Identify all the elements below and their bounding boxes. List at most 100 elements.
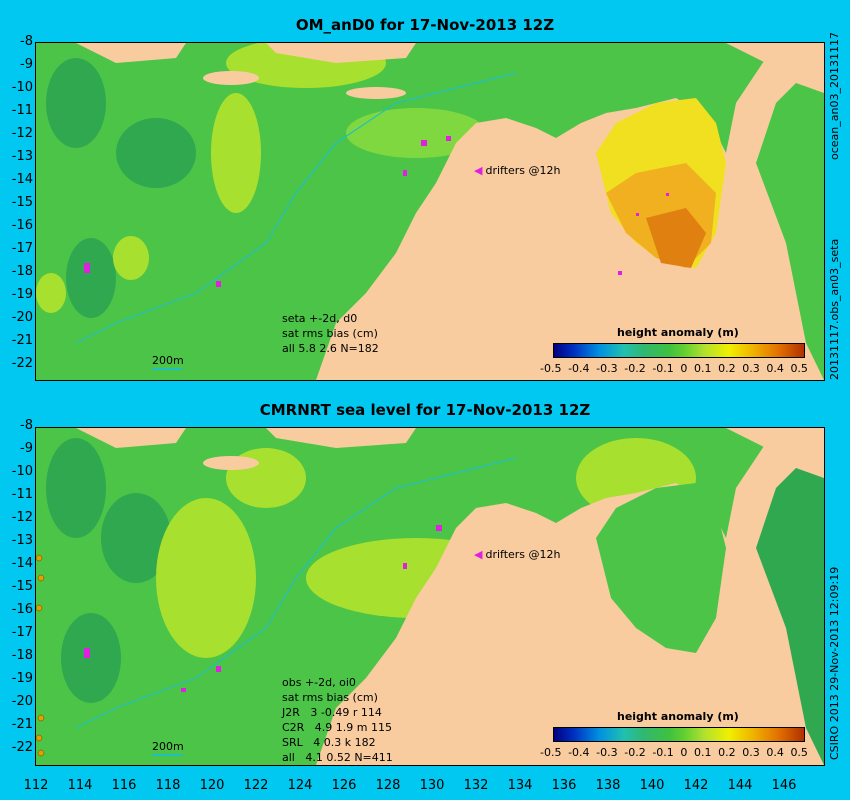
y-tick: -9 [20, 441, 33, 456]
y-tick: -9 [20, 57, 33, 72]
y-tick: -15 [11, 579, 33, 594]
y-tick: -12 [11, 510, 33, 525]
top-drifters-label: ◀ drifters @12h [474, 164, 561, 177]
y-tick: -10 [11, 464, 33, 479]
y-tick: -11 [11, 487, 33, 502]
x-tick: 128 [375, 778, 401, 793]
legend-tick: -0.3 [596, 746, 618, 759]
stats-line: SRL 4 0.3 k 182 [282, 736, 376, 749]
y-tick: -20 [11, 694, 33, 709]
stats-line: all 5.8 2.6 N=182 [282, 342, 379, 355]
y-tick: -16 [11, 218, 33, 233]
legend-tick: 0.3 [742, 746, 760, 759]
legend-tick: -0.4 [568, 746, 590, 759]
y-tick: -13 [11, 533, 33, 548]
legend-tick: -0.2 [624, 362, 646, 375]
bottom-stats: obs +-2d, oi0 sat rms bias (cm) J2R 3 -0.4… [282, 675, 393, 765]
bottom-drifters-label: ◀ drifters @12h [474, 548, 561, 561]
legend-tick: 0.1 [694, 746, 712, 759]
y-tick: -19 [11, 671, 33, 686]
x-tick: 144 [727, 778, 753, 793]
y-tick: -21 [11, 717, 33, 732]
stats-line: sat rms bias (cm) [282, 691, 378, 704]
top-map-field [36, 43, 824, 380]
x-tick: 120 [199, 778, 225, 793]
top-side-label: 20131117.obs_an03_seta [828, 238, 841, 380]
x-tick: 132 [463, 778, 489, 793]
y-tick: -22 [11, 740, 33, 755]
legend-tick: -0.5 [540, 746, 562, 759]
y-tick: -12 [11, 126, 33, 141]
legend-tick: -0.2 [624, 746, 646, 759]
drifter-arrow-icon: ◀ [474, 164, 483, 177]
x-tick: 140 [639, 778, 665, 793]
legend-tick: 0.4 [766, 362, 784, 375]
legend-tick: 0.1 [694, 362, 712, 375]
legend-tick: -0.3 [596, 362, 618, 375]
x-tick: 124 [287, 778, 313, 793]
legend-tick: 0.2 [718, 746, 736, 759]
bottom-map-title: CMRNRT sea level for 17-Nov-2013 12Z [259, 401, 591, 419]
bottom-scale-label: 200m [152, 740, 184, 756]
x-tick: 118 [155, 778, 181, 793]
top-map-title: OM_anD0 for 17-Nov-2013 12Z [295, 16, 555, 34]
x-tick: 134 [507, 778, 533, 793]
y-tick: -15 [11, 195, 33, 210]
y-tick: -17 [11, 241, 33, 256]
legend-tick: 0.5 [790, 362, 808, 375]
top-stats: seta +-2d, d0 sat rms bias (cm) all 5.8 2.… [282, 311, 379, 356]
y-tick: -14 [11, 172, 33, 187]
y-tick: -19 [11, 287, 33, 302]
top-scale-label: 200m [152, 354, 184, 370]
legend-tick: 0 [680, 362, 688, 375]
x-tick: 114 [67, 778, 93, 793]
bottom-map-panel [35, 427, 825, 766]
y-tick: -18 [11, 264, 33, 279]
stats-line: C2R 4.9 1.9 m 115 [282, 721, 392, 734]
scale-line [152, 368, 182, 370]
drifter-arrow-icon: ◀ [474, 548, 483, 561]
y-tick: -13 [11, 149, 33, 164]
x-tick: 138 [595, 778, 621, 793]
legend-tick: -0.5 [540, 362, 562, 375]
x-tick: 146 [771, 778, 797, 793]
y-tick: -10 [11, 80, 33, 95]
legend-tick: 0 [680, 746, 688, 759]
bottom-map-field [36, 428, 824, 765]
scale-line [152, 754, 182, 756]
top-legend-colorbar [553, 343, 805, 358]
legend-tick: 0.2 [718, 362, 736, 375]
bottom-legend-colorbar [553, 727, 805, 742]
top-map-panel [35, 42, 825, 381]
y-tick: -8 [20, 34, 33, 49]
legend-tick: -0.4 [568, 362, 590, 375]
scale-text: 200m [152, 740, 184, 753]
x-tick: 136 [551, 778, 577, 793]
legend-tick: 0.3 [742, 362, 760, 375]
legend-tick: 0.4 [766, 746, 784, 759]
stats-line: sat rms bias (cm) [282, 327, 378, 340]
y-tick: -17 [11, 625, 33, 640]
y-tick: -21 [11, 333, 33, 348]
y-tick: -11 [11, 103, 33, 118]
stats-line: seta +-2d, d0 [282, 312, 358, 325]
stats-line: obs +-2d, oi0 [282, 676, 356, 689]
drifters-text: drifters @12h [485, 164, 561, 177]
stats-line: all 4.1 0.52 N=411 [282, 751, 393, 764]
top-legend-ticks: -0.5 -0.4 -0.3 -0.2 -0.1 0 0.1 0.2 0.3 0… [540, 362, 808, 375]
bottom-legend-title: height anomaly (m) [617, 710, 739, 723]
top-legend-title: height anomaly (m) [617, 326, 739, 339]
x-tick: 116 [111, 778, 137, 793]
x-tick: 122 [243, 778, 269, 793]
y-tick: -14 [11, 556, 33, 571]
scale-text: 200m [152, 354, 184, 367]
y-tick: -16 [11, 602, 33, 617]
y-tick: -18 [11, 648, 33, 663]
y-tick: -22 [11, 356, 33, 371]
legend-tick: -0.1 [652, 362, 674, 375]
bottom-side-label: CSIRO 2013 29-Nov-2013 12:09:19 [828, 566, 841, 760]
x-tick: 142 [683, 778, 709, 793]
x-tick: 112 [23, 778, 49, 793]
y-tick: -20 [11, 310, 33, 325]
legend-tick: 0.5 [790, 746, 808, 759]
